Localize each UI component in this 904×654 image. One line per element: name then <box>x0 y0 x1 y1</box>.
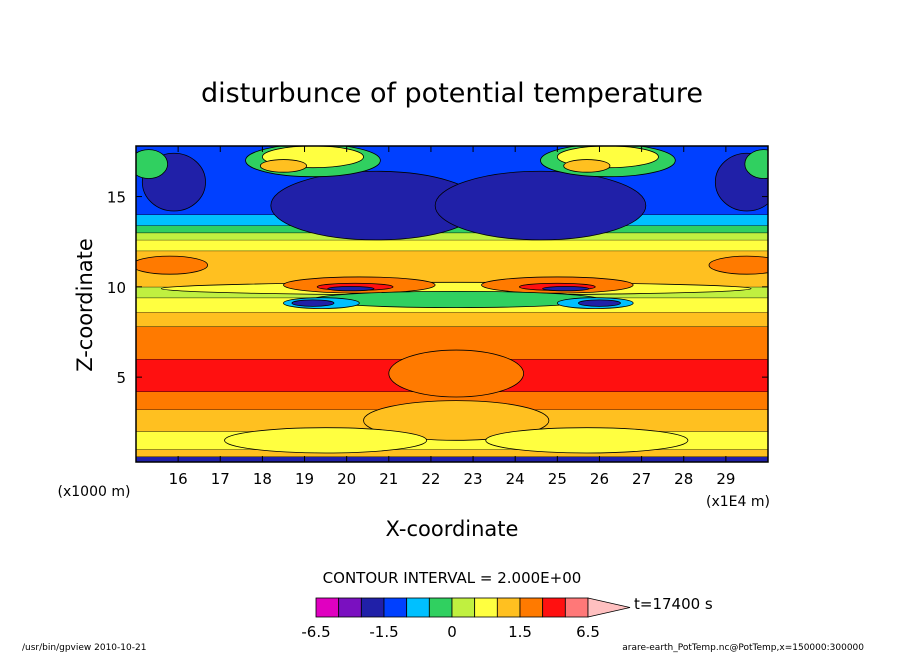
colorbar-segment-6 <box>451 597 476 618</box>
y-tick-label-5: 5 <box>116 369 126 387</box>
contour-feature-8 <box>259 159 308 173</box>
x-tick-label-16: 16 <box>169 470 188 488</box>
chart-title: disturbunce of potential temperature <box>201 78 703 109</box>
colorbar-segment-0 <box>315 597 340 618</box>
colorbar-tick-label-1: -1.5 <box>369 623 398 641</box>
colorbar <box>315 597 631 618</box>
contour-feature-22 <box>291 299 335 307</box>
contour-feature-26 <box>388 349 525 398</box>
x-tick-label-29: 29 <box>716 470 735 488</box>
contour-feature-10 <box>136 149 168 179</box>
contour-feature-23 <box>578 299 621 307</box>
colorbar-segment-10 <box>542 597 566 618</box>
x-tick-label-24: 24 <box>506 470 525 488</box>
contour-feature-27 <box>363 400 550 441</box>
plot-area <box>136 146 768 462</box>
x-axis-label: X-coordinate <box>386 517 519 541</box>
x-tick-label-19: 19 <box>295 470 314 488</box>
contour-feature-24 <box>136 255 209 275</box>
colorbar-segment-4 <box>406 597 430 618</box>
x-axis: 16 17 18 19 20 21 22 23 24 25 26 27 28 29 <box>169 146 735 488</box>
colorbar-segment-5 <box>428 597 453 618</box>
contour-feature-1 <box>434 170 647 241</box>
x-tick-label-26: 26 <box>590 470 609 488</box>
y-tick-label-10: 10 <box>107 279 126 297</box>
contour-feature-11 <box>744 149 768 179</box>
colorbar-segment-7 <box>474 597 498 618</box>
x-tick-label-27: 27 <box>632 470 651 488</box>
time-label: t=17400 s <box>634 595 713 613</box>
contour-interval-label: CONTOUR INTERVAL = 2.000E+00 <box>323 569 582 587</box>
contour-feature-28 <box>224 427 428 454</box>
footer-right: arare-earth_PotTemp.nc@PotTemp,x=150000:… <box>622 643 864 653</box>
x-tick-label-18: 18 <box>253 470 272 488</box>
x-tick-label-22: 22 <box>421 470 440 488</box>
contour-band-1 <box>136 449 768 457</box>
x-tick-label-25: 25 <box>548 470 567 488</box>
contour-band-7 <box>136 312 768 327</box>
colorbar-tick-label-0: -6.5 <box>301 623 330 641</box>
x-tick-label-28: 28 <box>674 470 693 488</box>
colorbar-tick-label-2: 0 <box>447 623 457 641</box>
contour-feature-25 <box>708 255 768 275</box>
colorbar-segment-2 <box>360 597 385 618</box>
colorbar-segment-8 <box>496 597 521 618</box>
colorbar-tick-label-3: 1.5 <box>508 623 532 641</box>
colorbar-arrow <box>587 597 631 618</box>
contour-band-11 <box>136 239 768 251</box>
contour-feature-18 <box>542 286 590 292</box>
colorbar-segment-11 <box>564 597 589 618</box>
x-axis-unit: (x1E4 m) <box>706 494 770 510</box>
y-tick-label-15: 15 <box>107 189 126 207</box>
colorbar-tick-label-4: 6.5 <box>576 623 600 641</box>
y-axis: 5 10 15 <box>107 189 768 387</box>
contour-feature-17 <box>327 286 375 292</box>
colorbar-segment-1 <box>338 597 362 618</box>
contour-band-10 <box>136 250 768 287</box>
x-tick-label-20: 20 <box>337 470 356 488</box>
x-tick-label-21: 21 <box>379 470 398 488</box>
y-axis-unit: (x1000 m) <box>58 484 131 500</box>
y-axis-label: Z-coordinate <box>73 238 97 372</box>
colorbar-ticks: -6.5 -1.5 0 1.5 6.5 <box>301 623 600 641</box>
contour-features <box>136 146 768 454</box>
contour-feature-9 <box>563 159 611 173</box>
footer-left: /usr/bin/gpview 2010-10-21 <box>22 643 146 653</box>
contour-feature-29 <box>485 427 689 454</box>
x-tick-label-17: 17 <box>211 470 230 488</box>
x-tick-label-23: 23 <box>464 470 483 488</box>
colorbar-segment-3 <box>383 597 408 618</box>
contour-band-12 <box>136 232 768 240</box>
contour-band-0 <box>136 456 768 462</box>
plot-frame <box>135 145 769 463</box>
colorbar-segment-9 <box>519 597 544 618</box>
